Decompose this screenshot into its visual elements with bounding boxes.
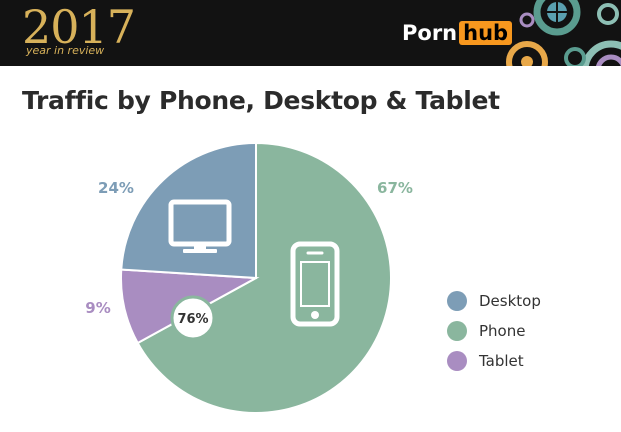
- center-percentage-badge: 76%: [170, 295, 216, 341]
- desktop-monitor-icon: [168, 199, 232, 253]
- legend-label-desktop: Desktop: [479, 292, 541, 310]
- legend-item-tablet: Tablet: [447, 346, 541, 376]
- legend-label-phone: Phone: [479, 322, 526, 340]
- legend-swatch-desktop: [447, 291, 467, 311]
- center-badge-label: 76%: [177, 312, 208, 327]
- chart-title: Traffic by Phone, Desktop & Tablet: [22, 86, 500, 115]
- legend-label-tablet: Tablet: [479, 352, 524, 370]
- brand-logo-right: hub: [459, 21, 513, 45]
- pie-slice-phone: [136, 141, 392, 414]
- pie-slice-desktop: [120, 141, 257, 280]
- chart-legend: Desktop Phone Tablet: [447, 286, 541, 376]
- year-label: 2017: [22, 0, 136, 54]
- header-banner: 2017 year in review Porn hub: [0, 0, 621, 66]
- data-label-tablet: 9%: [85, 299, 110, 317]
- brand-logo-left: Porn: [402, 21, 458, 45]
- legend-swatch-tablet: [447, 351, 467, 371]
- legend-item-phone: Phone: [447, 316, 541, 346]
- data-label-desktop: 24%: [98, 179, 134, 197]
- year-in-review-label: year in review: [26, 44, 105, 57]
- legend-item-desktop: Desktop: [447, 286, 541, 316]
- legend-swatch-phone: [447, 321, 467, 341]
- brand-logo[interactable]: Porn hub: [402, 21, 513, 45]
- data-label-phone: 67%: [377, 179, 413, 197]
- decorative-circles-icon: [506, 0, 621, 66]
- phone-icon: [290, 241, 340, 327]
